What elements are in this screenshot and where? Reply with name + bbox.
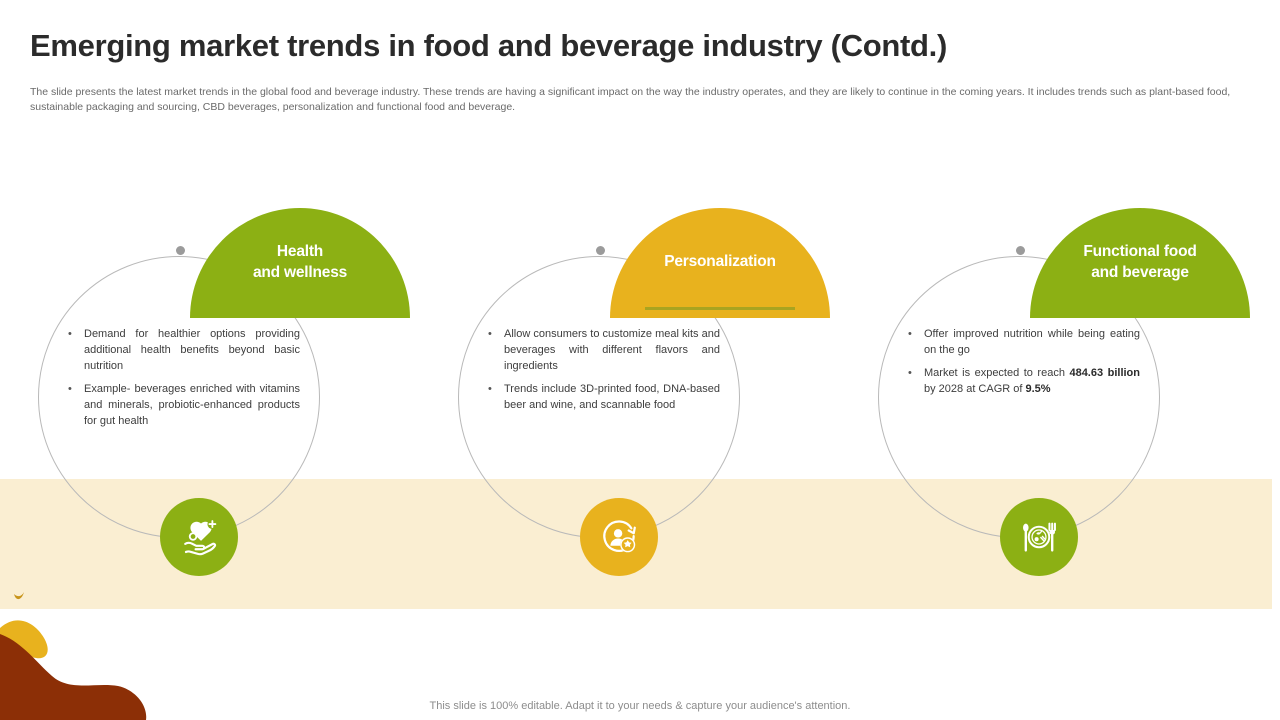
page-subtitle: The slide presents the latest market tre… — [30, 86, 1231, 113]
footer-note: This slide is 100% editable. Adapt it to… — [429, 700, 851, 712]
bullet-text: Allow consumers to customize meal kits a… — [504, 328, 720, 372]
trend-card-health-and-wellness[interactable]: Health and wellness • Demand for healthi… — [20, 208, 410, 608]
ring-connector-dot — [596, 246, 605, 255]
user-customization-icon — [597, 515, 641, 559]
dome-heading: Functional food and beverage — [1030, 241, 1250, 283]
dome-header: Personalization — [610, 208, 830, 318]
ring-connector-dot — [1016, 246, 1025, 255]
list-item: • Market is expected to reach 484.63 bil… — [908, 365, 1140, 397]
bullet-list: • Offer improved nutrition while being e… — [908, 326, 1140, 404]
bullet-list: • Allow consumers to customize meal kits… — [488, 326, 720, 420]
dome-heading-line1: Health — [276, 243, 324, 260]
bullet-marker: • — [68, 383, 72, 395]
dome-underline — [645, 307, 795, 310]
plate-with-cutlery-icon — [1017, 515, 1061, 559]
list-item: • Offer improved nutrition while being e… — [908, 326, 1140, 358]
bullet-list: • Demand for healthier options providing… — [68, 326, 300, 436]
bullet-text: Example- beverages enriched with vitamin… — [84, 383, 300, 427]
dome-heading-line2: and wellness — [252, 264, 348, 281]
bullet-marker: • — [68, 328, 72, 340]
hand-holding-heart-icon — [177, 515, 221, 559]
dome-heading-line2: and beverage — [1091, 264, 1189, 281]
dome-heading: Personalization — [610, 251, 830, 272]
decorative-gold-swoosh — [0, 620, 48, 659]
dome-header: Health and wellness — [190, 208, 410, 318]
dome-underline — [225, 307, 375, 310]
dome-header: Functional food and beverage — [1030, 208, 1250, 318]
dome-heading-line1: Personalization — [664, 253, 776, 270]
dome-heading: Health and wellness — [190, 241, 410, 283]
icon-disc-functional-food[interactable] — [1000, 498, 1078, 576]
bullet-marker: • — [488, 328, 492, 340]
bullet-marker: • — [908, 328, 912, 340]
ring-connector-dot — [176, 246, 185, 255]
dome-heading-line1: Functional food — [1083, 243, 1197, 260]
list-item: • Allow consumers to customize meal kits… — [488, 326, 720, 374]
bullet-text: Trends include 3D-printed food, DNA-base… — [504, 383, 720, 411]
bullet-marker: • — [908, 367, 912, 379]
icon-disc-health-and-wellness[interactable] — [160, 498, 238, 576]
list-item: • Trends include 3D-printed food, DNA-ba… — [488, 381, 720, 413]
trend-card-functional-food-and-beverage[interactable]: Functional food and beverage • Offer imp… — [860, 208, 1250, 608]
bullet-marker: • — [488, 383, 492, 395]
trend-card-personalization[interactable]: Personalization • Allow consumers to cus… — [440, 208, 830, 608]
icon-disc-personalization[interactable] — [580, 498, 658, 576]
list-item: • Example- beverages enriched with vitam… — [68, 381, 300, 429]
page-title: Emerging market trends in food and bever… — [30, 28, 947, 63]
dome-underline — [1065, 307, 1215, 310]
bullet-text: Demand for healthier options providing a… — [84, 328, 300, 372]
bullet-text: Offer improved nutrition while being eat… — [924, 328, 1140, 356]
bullet-text: Market is expected to reach 484.63 billi… — [924, 367, 1140, 395]
list-item: • Demand for healthier options providing… — [68, 326, 300, 374]
